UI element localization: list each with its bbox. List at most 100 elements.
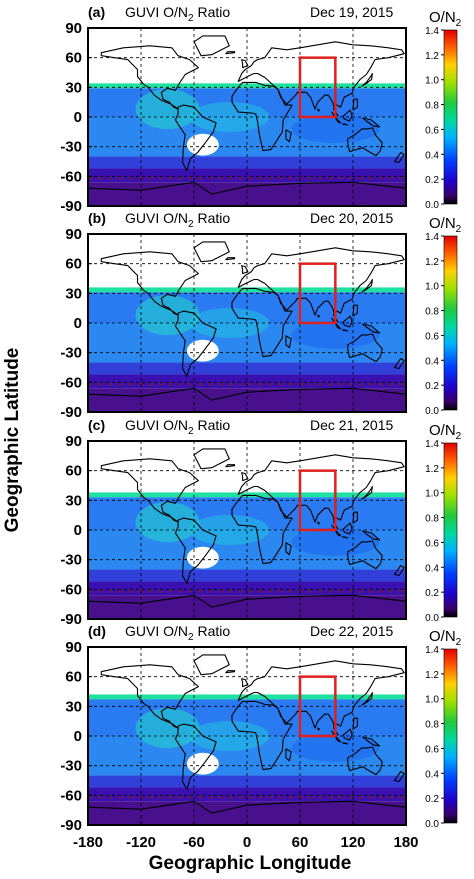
continent-outline-11 [361, 485, 373, 500]
o-n2-band-5 [88, 182, 406, 206]
colorbar-title-main: O/N [429, 215, 456, 232]
lat-tick-label: 60 [65, 256, 82, 273]
map-area [88, 441, 406, 619]
continent-outline-2 [174, 517, 217, 584]
panel-4: (d) GUVI O/N2 Ratio Dec 22, 20159060300-30… [60, 623, 461, 851]
o-n2-band-4 [88, 374, 406, 389]
colorbar-title-sub: 2 [456, 637, 462, 648]
o-n2-enhancement-atlantic [189, 308, 270, 338]
colorbar-tick-label: 1.2 [425, 51, 439, 62]
panel-2: (b) GUVI O/N2 Ratio Dec 20, 20159060300-30… [60, 210, 461, 421]
saa-no-data-oval [186, 546, 219, 569]
lat-tick-label: -60 [60, 581, 82, 598]
colorbar-tick-label: 1.4 [425, 439, 439, 450]
continent-outline-17 [88, 800, 406, 825]
continent-outline-0 [100, 458, 199, 523]
colorbar-tick-label: 0.0 [425, 819, 439, 830]
continent-outline-14 [225, 51, 236, 55]
continent-outline-9 [342, 315, 353, 328]
panel-title-sub: 2 [188, 632, 194, 643]
continent-outline-3 [237, 454, 405, 530]
lat-tick-label: 90 [65, 20, 82, 37]
panel-title-pre: GUVI O/N [125, 623, 188, 639]
o-n2-enhancement-atlantic [189, 721, 270, 751]
colorbar-tick-label: 0.2 [425, 588, 439, 599]
continent-outline-11 [361, 278, 373, 293]
o-n2-enhancement-atlantic [189, 515, 270, 545]
lat-tick-label: 60 [65, 50, 82, 67]
red-region-box [298, 56, 337, 119]
x-axis-label: Geographic Longitude [149, 853, 352, 874]
lat-tick-label: -90 [60, 611, 82, 628]
continent-outline-0 [100, 45, 199, 110]
colorbar-tick-label: 0.6 [425, 538, 439, 549]
continent-outline-17 [88, 387, 406, 412]
continent-outline-15 [317, 108, 320, 112]
lat-tick-label: 0 [74, 522, 82, 539]
panel-label: (c) [88, 417, 105, 433]
continent-outline-0 [100, 664, 199, 729]
o-n2-band-4 [88, 787, 406, 802]
continent-outline-14 [225, 670, 236, 674]
colorbar-title-sub: 2 [456, 431, 462, 442]
panel-label: (d) [88, 623, 106, 639]
lat-tick-label: -30 [60, 139, 82, 156]
o-n2-band-5 [88, 388, 406, 412]
continent-outline-8 [341, 329, 349, 332]
lon-tick-label: -180 [73, 834, 103, 851]
continent-outline-2 [174, 104, 217, 171]
panel-title-sub: 2 [188, 219, 194, 230]
panel-title-post: Ratio [194, 623, 231, 639]
o-n2-enhancement-atlantic [189, 102, 270, 132]
map-area [88, 234, 406, 412]
continent-outline-6 [347, 127, 383, 157]
continent-outline-10 [362, 530, 381, 541]
continent-outline-12 [352, 511, 358, 524]
continent-outline-10 [362, 736, 381, 747]
panel-title-post: Ratio [194, 4, 231, 20]
continent-outline-12 [352, 717, 358, 730]
continent-outline-14 [225, 464, 236, 468]
panel-title-sub: 2 [188, 426, 194, 437]
colorbar-title-sub: 2 [456, 18, 462, 29]
panel-date: Dec 22, 2015 [310, 623, 393, 639]
continent-outline-3 [237, 247, 405, 323]
o-n2-band-4 [88, 581, 406, 596]
panel-title-post: Ratio [194, 210, 231, 226]
panel-date: Dec 19, 2015 [310, 4, 393, 20]
colorbar [443, 648, 458, 824]
continent-outline-16 [393, 358, 405, 370]
panel-title: GUVI O/N2 Ratio [125, 4, 230, 24]
panel-title: GUVI O/N2 Ratio [125, 210, 230, 230]
lat-tick-label: -60 [60, 787, 82, 804]
continent-outline-17 [88, 594, 406, 619]
saa-no-data-oval [186, 752, 219, 775]
o-n2-depletion-asia [291, 527, 380, 556]
colorbar-tick-label: 0.6 [425, 331, 439, 342]
continent-outline-5 [285, 748, 292, 762]
colorbar-tick-label: 1.4 [425, 26, 439, 37]
colorbar-tick-label: 0.8 [425, 307, 439, 318]
o-n2-enhancement-pacific [135, 502, 200, 543]
continent-outline-14 [225, 257, 236, 261]
panel-title-pre: GUVI O/N [125, 417, 188, 433]
continent-outline-8 [341, 536, 349, 539]
lon-tick-label: 60 [292, 834, 309, 851]
lat-tick-label: 30 [65, 698, 82, 715]
continent-outline-5 [285, 542, 292, 556]
continent-outline-15 [317, 314, 320, 318]
o-n2-depletion-asia [291, 320, 380, 349]
lat-tick-label: 90 [65, 433, 82, 450]
continent-outline-17 [88, 181, 406, 206]
o-n2-enhancement-pacific [135, 708, 200, 749]
lat-tick-label: -30 [60, 345, 82, 362]
lon-tick-label: 180 [393, 834, 418, 851]
colorbar [443, 442, 458, 618]
colorbar-tick-label: 1.4 [425, 232, 439, 243]
lat-tick-label: -90 [60, 198, 82, 215]
o-n2-enhancement-pacific [135, 89, 200, 130]
colorbar-tick-label: 1.4 [425, 645, 439, 656]
colorbar-tick-label: 1.0 [425, 695, 439, 706]
continent-outline-9 [342, 728, 353, 741]
